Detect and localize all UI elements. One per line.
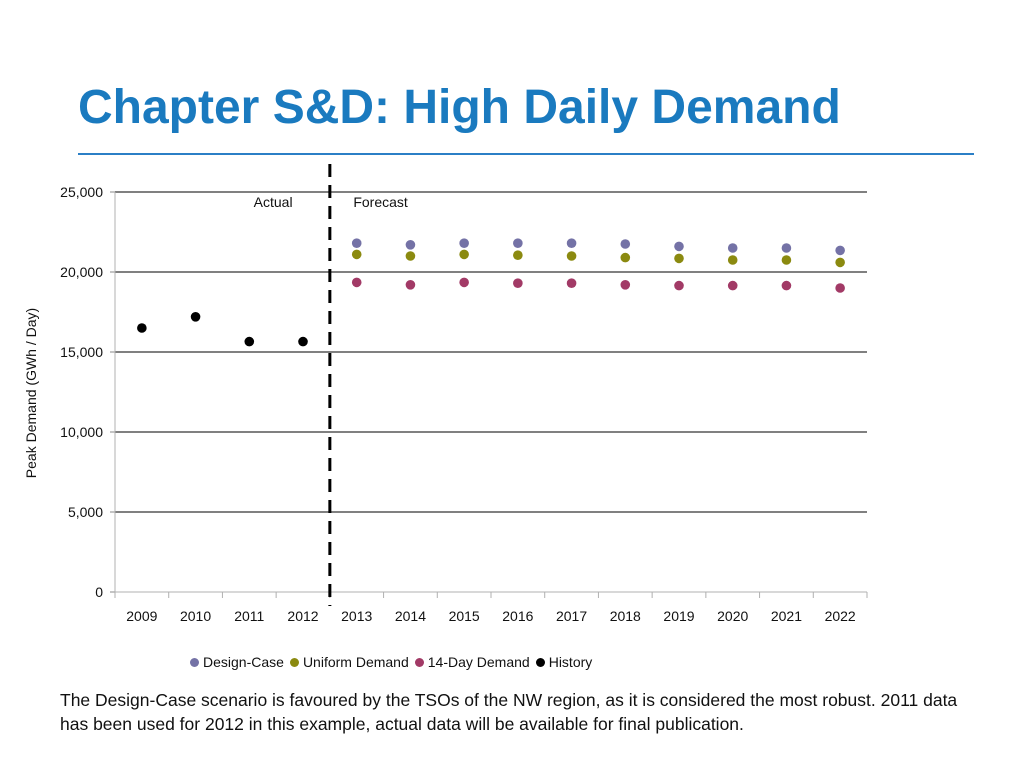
data-point-design-case-2019: [674, 241, 684, 252]
data-point-uniform-demand-2016: [513, 250, 523, 260]
data-point-14-day-demand-2021: [781, 280, 792, 291]
chart-legend: Design-Case Uniform Demand 14-Day Demand…: [190, 652, 598, 672]
data-point-14-day-demand-2013: [351, 277, 362, 288]
x-tick-label: 2020: [717, 608, 748, 624]
x-tick-label: 2021: [771, 608, 802, 624]
data-point-design-case-2018: [620, 239, 631, 249]
data-point-14-day-demand-2019: [674, 280, 684, 291]
data-point-uniform-demand-2018: [620, 252, 631, 263]
data-points: [137, 238, 845, 347]
data-point-uniform-demand-2013: [351, 249, 362, 260]
data-point-design-case-2014: [405, 240, 416, 250]
scatter-chart: 0 5,000 10,000 15,000 20,000 25,000 2009 2010 20…: [23, 164, 868, 624]
legend-marker-uniform-demand: [289, 657, 299, 667]
x-tick-label: 2019: [663, 608, 694, 624]
data-point-uniform-demand-2019: [674, 253, 684, 264]
y-tick-label: 25,000: [60, 184, 103, 200]
x-tick-label: 2016: [502, 608, 533, 624]
y-tick-label: 5,000: [68, 504, 103, 520]
data-point-history-2011: [244, 336, 255, 347]
y-tick-label: 20,000: [60, 264, 103, 280]
data-point-14-day-demand-2020: [727, 280, 738, 291]
x-tick-label: 2011: [234, 608, 264, 624]
axes: [110, 191, 868, 598]
legend-marker-design-case: [190, 657, 199, 667]
legend-label-14-day-demand: 14-Day Demand: [427, 654, 530, 670]
title-divider: [78, 153, 974, 155]
data-point-uniform-demand-2021: [781, 255, 792, 265]
data-point-uniform-demand-2015: [459, 249, 469, 260]
data-point-design-case-2020: [727, 243, 738, 253]
slide-caption: The Design-Case scenario is favoured by …: [60, 690, 958, 734]
data-point-design-case-2013: [351, 238, 362, 248]
data-point-uniform-demand-2022: [835, 257, 845, 268]
data-point-design-case-2022: [835, 245, 845, 256]
y-tick-label: 15,000: [60, 344, 103, 360]
data-point-14-day-demand-2017: [566, 278, 577, 289]
x-tick-label: 2015: [449, 608, 480, 624]
gridlines: [115, 191, 867, 513]
data-point-14-day-demand-2022: [835, 283, 845, 293]
legend-item-design-case: Design-Case: [190, 654, 284, 670]
legend-item-uniform-demand: Uniform Demand: [289, 654, 409, 670]
x-tick-label: 2018: [610, 608, 641, 624]
tick-labels: 0 5,000 10,000 15,000 20,000 25,000 2009 2010 20…: [60, 184, 856, 624]
data-point-history-2009: [137, 323, 147, 333]
data-point-14-day-demand-2015: [459, 277, 469, 288]
slide-title: Chapter S&D: High Daily Demand: [78, 81, 841, 134]
legend-item-history: History: [535, 654, 593, 670]
legend-label-uniform-demand: Uniform Demand: [302, 654, 409, 670]
y-tick-label: 0: [95, 584, 103, 600]
x-tick-label: 2012: [287, 608, 318, 624]
x-tick-label: 2013: [341, 608, 372, 624]
x-tick-label: 2017: [556, 608, 587, 624]
legend-label-history: History: [548, 654, 593, 670]
y-axis-label: Peak Demand (GWh / Day): [23, 308, 39, 478]
legend-marker-14-day-demand: [414, 657, 424, 667]
annotation-actual: Actual: [254, 194, 293, 210]
data-point-history-2012: [298, 336, 308, 347]
data-point-uniform-demand-2017: [566, 251, 577, 261]
data-point-uniform-demand-2020: [727, 255, 738, 265]
y-tick-label: 10,000: [60, 424, 103, 440]
data-point-uniform-demand-2014: [405, 251, 416, 261]
x-tick-label: 2009: [126, 608, 157, 624]
data-point-14-day-demand-2018: [620, 280, 631, 290]
x-tick-label: 2022: [825, 608, 856, 624]
data-point-history-2010: [190, 312, 201, 322]
legend-label-design-case: Design-Case: [203, 654, 284, 670]
data-point-design-case-2017: [566, 238, 577, 248]
x-tick-label: 2014: [395, 608, 426, 624]
x-tick-label: 2010: [180, 608, 211, 624]
data-point-14-day-demand-2016: [513, 278, 523, 289]
legend-item-14-day-demand: 14-Day Demand: [414, 654, 530, 670]
data-point-design-case-2015: [459, 238, 469, 248]
data-point-design-case-2021: [781, 243, 792, 253]
data-point-14-day-demand-2014: [405, 280, 416, 290]
legend-marker-history: [535, 657, 545, 667]
data-point-design-case-2016: [513, 238, 523, 248]
annotation-forecast: Forecast: [353, 194, 408, 210]
